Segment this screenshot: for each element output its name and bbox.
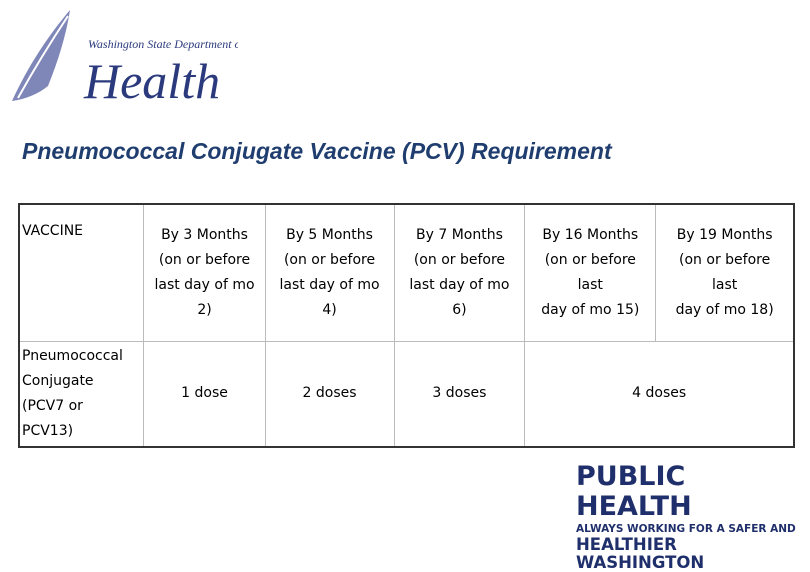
cell-line: (on or before [679, 251, 771, 268]
table-cell: Pneumococcal Conjugate (PCV7 or PCV13) [19, 341, 144, 447]
cell-line: VACCINE [22, 223, 84, 239]
table-cell: VACCINE [19, 204, 144, 342]
cell-line: By 3 Months [161, 226, 248, 243]
cell-line: By 5 Months [286, 226, 373, 243]
logo-feather-line [17, 15, 69, 99]
footer-logo: PUBLIC HEALTH ALWAYS WORKING FOR A SAFER… [576, 462, 810, 572]
cell-line: Conjugate [22, 372, 94, 389]
footer-line1: PUBLIC HEALTH [576, 461, 692, 522]
cell-line: 6) [452, 301, 467, 318]
table-cell: By 19 Months (on or before last day of mo 1… [655, 204, 794, 342]
cell-line: (on or before [544, 251, 636, 268]
table-cell: 3 doses [393, 341, 525, 447]
cell-line: 4 doses [632, 385, 687, 402]
cell-line: 2 doses [302, 385, 357, 402]
table-cell: By 3 Months (on or before last day of mo 2) [143, 204, 266, 342]
table-cell: 1 dose [143, 341, 266, 447]
logo: Washington State Department of Health [12, 10, 238, 106]
page: Washington State Department of Health Pn… [12, 10, 796, 572]
header-row: VACCINE By 3 Months (on or before last day … [19, 204, 794, 342]
table-cell: 4 doses [524, 341, 794, 447]
body-row: Pneumococcal Conjugate (PCV7 or PCV13) 1 dos… [19, 341, 794, 447]
cell-line: (on or before [158, 251, 251, 268]
logo-feather [12, 10, 70, 101]
footer-line2: ALWAYS WORKING FOR A SAFER AND [576, 523, 796, 535]
cell-line: 3 doses [432, 385, 487, 402]
cell-line: last day of mo [154, 276, 255, 293]
cell-line: last day of mo [279, 276, 380, 293]
cell-line: 1 dose [181, 385, 228, 402]
cell-line: Pneumococcal [22, 347, 123, 364]
cell-line: (on or before [283, 251, 376, 268]
requirement-table: VACCINE By 3 Months (on or before last day … [18, 203, 795, 448]
cell-line: last [577, 276, 603, 293]
cell-line: 4) [322, 301, 337, 318]
cell-line: day of mo 15) [541, 301, 640, 318]
cell-line: last [711, 276, 738, 293]
title: Pneumococcal Conjugate Vaccine (PCV) Req… [22, 138, 612, 164]
cell-line: By 7 Months [416, 226, 503, 243]
logo-agency: Washington State Department of [88, 37, 238, 51]
cell-line: (PCV7 or [22, 397, 83, 414]
table-cell: By 16 Months (on or before last day of mo 1… [524, 204, 656, 342]
cell-line: (on or before [413, 251, 506, 268]
cell-line: 2) [197, 301, 212, 318]
cell-line: PCV13) [22, 422, 74, 439]
table-cell: 2 doses [264, 341, 394, 447]
table-cell: By 7 Months (on or before last day of mo 6) [393, 204, 525, 342]
cell-line: By 19 Months [676, 226, 773, 243]
cell-line: By 16 Months [542, 226, 639, 243]
table-cell: By 5 Months (on or before last day of mo 4) [264, 204, 394, 342]
footer-line3: HEALTHIER WASHINGTON [576, 535, 705, 572]
cell-line: last day of mo [409, 276, 510, 293]
logo-name: Health [83, 53, 220, 106]
cell-line: day of mo 18) [675, 301, 774, 318]
